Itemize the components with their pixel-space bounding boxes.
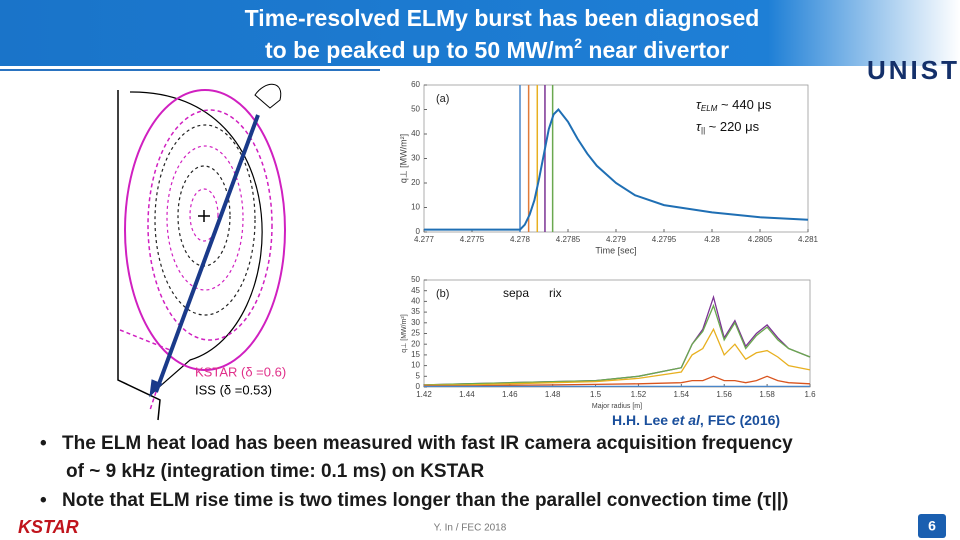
x-tick-label: 1.46 <box>502 390 518 399</box>
bullet-text: The ELM heat load has been measured with… <box>62 433 793 454</box>
y-tick-label: 20 <box>411 339 420 348</box>
y-tick-label: 0 <box>416 227 421 236</box>
data-line <box>424 107 809 231</box>
footer-author: Y. In / FEC 2018 <box>434 523 507 534</box>
title-line2: to be peaked up to 50 MW/m2 near diverto… <box>265 35 729 63</box>
x-tick-label: 4.278 <box>510 235 531 244</box>
data-line <box>423 303 811 386</box>
y-tick-label: 10 <box>411 361 420 370</box>
tau-symbol: τ <box>696 97 702 112</box>
title-text: near divertor <box>582 37 729 63</box>
x-tick-label: 4.277 <box>414 235 435 244</box>
title-text: to be peaked up to 50 MW/m <box>265 37 574 63</box>
bullet-mark: • <box>40 433 47 454</box>
citation-authors: H.H. Lee <box>612 412 672 428</box>
separatrix-label: sepa <box>503 286 529 300</box>
tau-annotation: τELM ~ 440 μs <box>696 97 772 113</box>
x-tick-label: 1.58 <box>759 390 775 399</box>
y-tick-label: 15 <box>411 350 420 359</box>
citation-rest: , FEC (2016) <box>700 412 780 428</box>
x-tick-label: 1.6 <box>804 390 816 399</box>
page-badge <box>918 514 946 538</box>
x-tick-label: 1.44 <box>459 390 475 399</box>
y-tick-label: 50 <box>411 105 420 114</box>
bullet-mark: • <box>40 490 47 511</box>
y-tick-label: 40 <box>411 129 420 138</box>
x-tick-label: 1.42 <box>416 390 432 399</box>
unist-logo: UNIST <box>867 55 960 85</box>
bullet-text: of ~ 9 kHz (integration time: 0.1 ms) on… <box>66 461 485 482</box>
y-tick-label: 25 <box>411 329 420 338</box>
title-sup: 2 <box>574 35 582 51</box>
y-tick-label: 10 <box>411 203 420 212</box>
y-tick-label: 5 <box>416 371 421 380</box>
kstar-label: KSTAR (δ =0.6) <box>195 364 286 379</box>
x-tick-label: 4.281 <box>798 235 819 244</box>
x-tick-label: 1.5 <box>590 390 602 399</box>
x-tick-label: 1.52 <box>631 390 647 399</box>
tau-rest: ~ 440 μs <box>717 97 772 112</box>
x-tick-label: 4.2795 <box>652 235 677 244</box>
x-tick-label: 4.2785 <box>556 235 581 244</box>
x-tick-label: 4.279 <box>606 235 627 244</box>
panel-label: (b) <box>436 288 449 300</box>
title-line1: Time-resolved ELMy burst has been diagno… <box>245 5 760 31</box>
header-band <box>0 0 960 66</box>
y-tick-label: 35 <box>411 307 420 316</box>
y-tick-label: 30 <box>411 154 420 163</box>
y-tick-label: 30 <box>411 318 420 327</box>
bullet-text: Note that ELM rise time is two times lon… <box>62 490 788 511</box>
iss-label: ISS (δ =0.53) <box>195 382 272 397</box>
y-tick-label: 50 <box>411 275 420 284</box>
data-line <box>424 375 811 387</box>
separatrix-label: rix <box>549 286 562 300</box>
panel-label: (a) <box>436 93 449 105</box>
data-line <box>423 327 811 386</box>
tau-rest: ~ 220 μs <box>705 119 760 134</box>
plasma-figure <box>117 83 286 421</box>
x-axis-label: Time [sec] <box>595 245 636 255</box>
y-tick-label: 40 <box>411 297 420 306</box>
citation: H.H. Lee et al, FEC (2016) <box>612 412 780 428</box>
y-tick-label: 45 <box>411 286 420 295</box>
page-number: 6 <box>928 518 936 534</box>
y-axis-label: q⊥ [MW/m²] <box>398 134 408 183</box>
tau-sub: ELM <box>701 104 718 113</box>
x-tick-label: 4.2805 <box>748 235 773 244</box>
x-axis-label: Major radius [m] <box>592 403 642 410</box>
tau-sub: || <box>701 126 705 135</box>
x-tick-label: 4.2775 <box>460 235 485 244</box>
tau-symbol: τ <box>696 119 702 134</box>
y-tick-label: 60 <box>411 80 420 89</box>
plot-a: 0 10 20 30 40 50 60 4.277 4.2775 4.278 4.2785 4.279… <box>398 80 818 255</box>
x-tick-label: 4.28 <box>704 235 720 244</box>
citation-etal: et al <box>672 412 701 428</box>
x-tick-label: 1.54 <box>674 390 690 399</box>
tau-annotation: τ|| ~ 220 μs <box>696 119 760 135</box>
y-tick-label: 0 <box>416 382 421 391</box>
x-tick-label: 1.48 <box>545 390 561 399</box>
y-axis-label: q⊥ [MW/m²] <box>401 314 408 352</box>
y-tick-label: 20 <box>411 178 420 187</box>
kstar-logo: KSTAR <box>18 517 79 537</box>
x-tick-label: 1.56 <box>716 390 732 399</box>
plot-frame <box>423 279 811 388</box>
